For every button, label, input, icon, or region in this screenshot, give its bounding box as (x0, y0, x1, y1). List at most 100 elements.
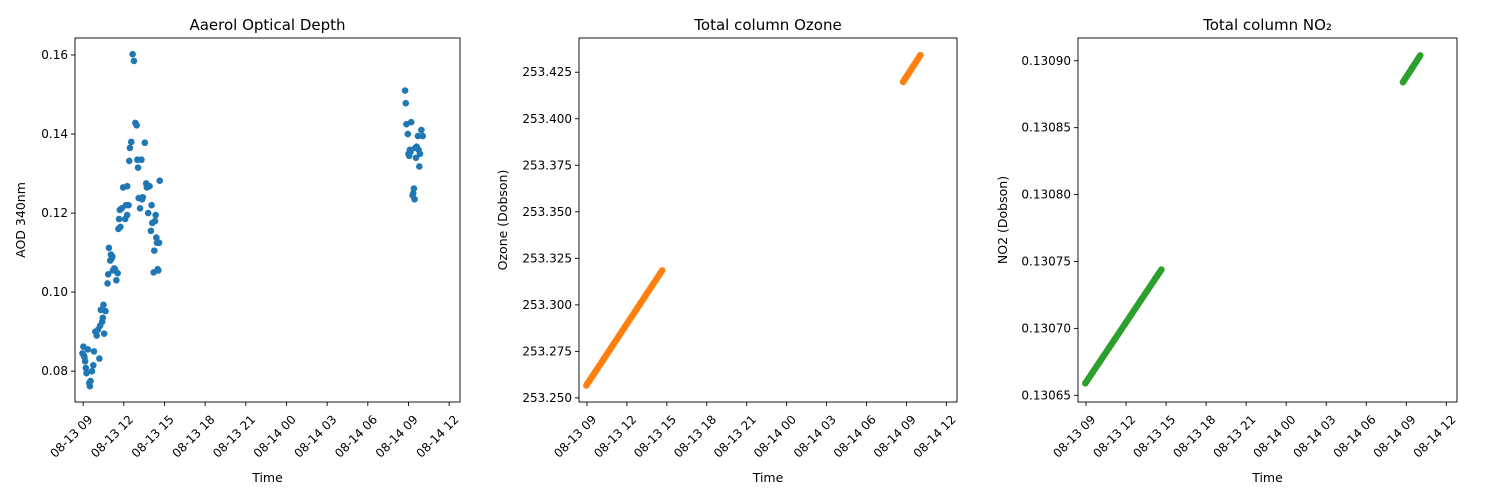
x-tick-label: 08-14 09 (871, 412, 919, 460)
x-tick-label: 08-14 12 (413, 412, 461, 460)
x-tick-label: 08-13 12 (88, 412, 136, 460)
data-point (917, 51, 924, 59)
x-tick-label: 08-14 06 (332, 412, 380, 460)
data-point (407, 118, 415, 126)
x-tick-label: 08-13 15 (631, 412, 679, 460)
data-point (99, 314, 107, 322)
data-point (100, 301, 107, 309)
data-point (134, 164, 142, 171)
x-axis-label: Time (251, 470, 283, 485)
chart-title: Total column Ozone (693, 16, 841, 34)
y-tick-label: 253.350 (522, 205, 572, 219)
x-tick-label: 08-14 06 (1331, 412, 1379, 460)
data-points (1082, 52, 1424, 387)
data-point (1417, 52, 1424, 59)
data-point (93, 332, 100, 339)
data-point (401, 87, 409, 94)
data-point (125, 157, 133, 165)
data-point (90, 361, 97, 369)
axes-frame (1077, 37, 1458, 403)
data-point (123, 211, 131, 219)
data-point (84, 346, 92, 353)
x-axis-label: Time (1251, 470, 1283, 485)
x-tick-label: 08-14 09 (373, 412, 421, 460)
y-tick-label: 0.13065 (1021, 388, 1071, 402)
data-point (114, 269, 121, 277)
y-tick-label: 253.250 (522, 391, 572, 405)
y-tick-label: 0.13075 (1021, 254, 1071, 268)
data-point (127, 138, 135, 146)
data-point (115, 215, 123, 223)
data-points (583, 51, 924, 389)
data-point (153, 234, 160, 241)
x-tick-label: 08-14 00 (1250, 412, 1298, 460)
y-tick-label: 253.400 (522, 112, 572, 126)
data-points (79, 50, 427, 390)
data-point (155, 239, 163, 247)
data-point (83, 369, 90, 377)
data-point (152, 211, 159, 219)
y-axis-label: Ozone (Dobson) (495, 170, 510, 271)
data-point (117, 223, 124, 231)
y-axis-label: NO2 (Dobson) (995, 176, 1010, 264)
y-tick-label: 0.13070 (1021, 321, 1071, 335)
x-tick-label: 08-14 06 (831, 412, 879, 460)
data-point (402, 99, 410, 107)
x-tick-label: 08-13 09 (551, 412, 599, 460)
data-point (658, 267, 666, 274)
data-point (129, 50, 136, 58)
data-point (82, 364, 90, 372)
data-point (105, 244, 113, 252)
data-point (130, 57, 138, 65)
axes-frame (74, 37, 461, 403)
y-tick-label: 0.08 (41, 364, 68, 378)
data-point (147, 227, 155, 235)
data-point (100, 330, 108, 337)
data-point (407, 148, 414, 156)
x-tick-label: 08-14 00 (251, 412, 299, 460)
x-tick-label: 08-14 12 (1411, 412, 1459, 460)
y-tick-label: 253.300 (522, 298, 572, 312)
y-tick-label: 0.10 (41, 285, 68, 299)
y-axis-label: AOD 340nm (13, 182, 28, 258)
chart-title: Total column NO₂ (1202, 16, 1332, 34)
data-point (133, 122, 140, 129)
data-point (416, 150, 424, 158)
y-tick-label: 0.14 (41, 127, 68, 141)
data-point (146, 182, 153, 190)
y-tick-label: 253.375 (522, 158, 572, 172)
data-point (113, 276, 120, 284)
data-point (136, 205, 144, 212)
data-point (414, 132, 422, 140)
x-axis-label: Time (752, 470, 784, 485)
data-point (156, 177, 164, 184)
y-tick-label: 0.12 (41, 206, 68, 220)
data-point (141, 139, 149, 147)
y-tick-label: 0.13080 (1021, 188, 1071, 202)
data-point (155, 267, 162, 274)
data-point (138, 156, 145, 164)
y-tick-label: 253.325 (522, 251, 572, 265)
y-tick-label: 253.275 (522, 344, 572, 358)
x-tick-label: 08-13 18 (671, 412, 719, 460)
x-tick-label: 08-13 12 (1090, 412, 1138, 460)
data-point (90, 348, 98, 355)
x-tick-label: 08-13 21 (711, 412, 759, 460)
data-point (125, 201, 132, 209)
x-tick-label: 08-13 18 (1170, 412, 1218, 460)
data-point (108, 253, 116, 260)
data-point (87, 377, 94, 385)
data-point (418, 126, 425, 134)
x-tick-label: 08-14 12 (911, 412, 959, 460)
data-point (1158, 266, 1165, 273)
data-point (404, 130, 412, 138)
data-point (412, 154, 420, 162)
x-tick-label: 08-13 12 (591, 412, 639, 460)
axes-frame (578, 37, 958, 403)
data-point (96, 355, 103, 362)
data-point (104, 280, 111, 287)
data-point (148, 201, 155, 209)
